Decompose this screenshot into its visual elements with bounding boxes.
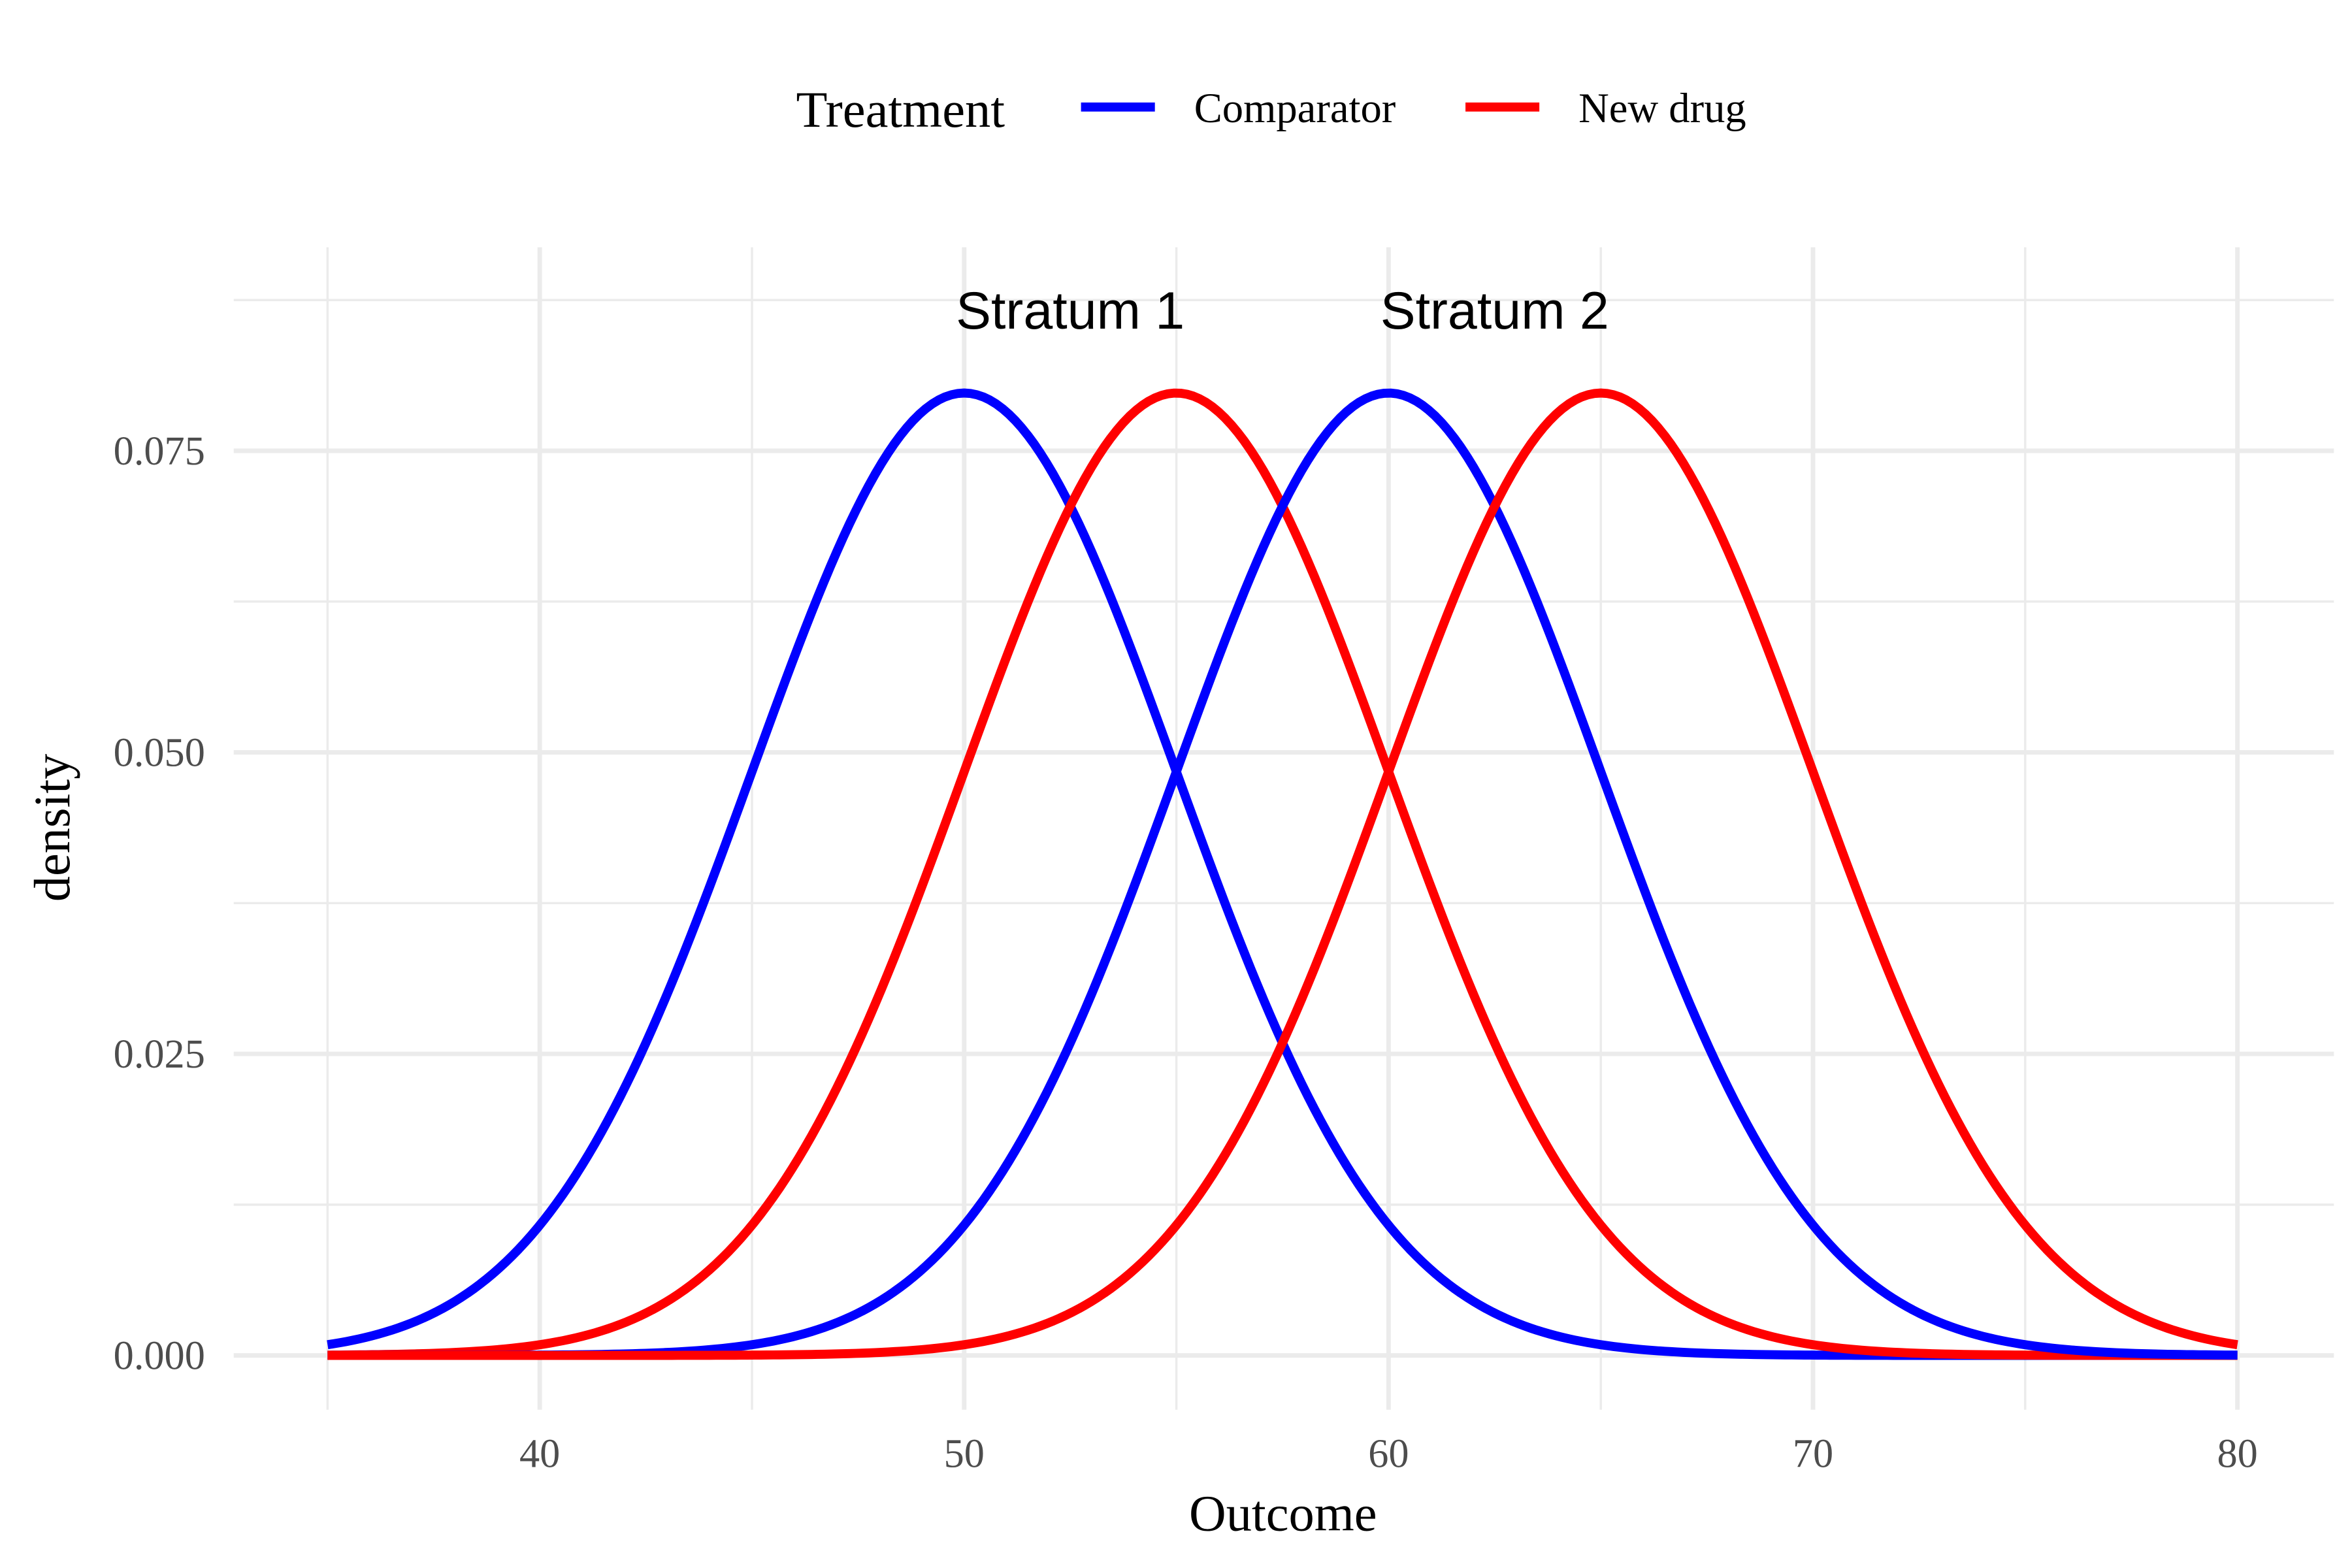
x-axis-label: Outcome — [1189, 1484, 1377, 1541]
legend-title: Treatment — [796, 81, 1005, 138]
density-curve-new-drug — [327, 388, 2238, 1360]
x-tick-label: 70 — [1793, 1431, 1833, 1476]
density-curve-comparator — [327, 388, 2238, 1360]
y-axis-label: density — [24, 754, 80, 902]
annotations: Stratum 1 Stratum 2 — [956, 282, 1609, 340]
stratum-label: Stratum 1 — [956, 282, 1184, 340]
y-tick-label: 0.000 — [114, 1333, 205, 1378]
y-tick-label: 0.050 — [114, 730, 205, 775]
x-tick-label: 60 — [1368, 1431, 1409, 1476]
ticks: 40 50 60 70 80 0.000 0.025 0.050 0.075 — [114, 429, 2258, 1477]
x-tick-label: 50 — [944, 1431, 985, 1476]
density-curve-new-drug — [327, 388, 2238, 1360]
x-tick-label: 40 — [519, 1431, 560, 1476]
legend-label-comparator: Comparator — [1194, 84, 1396, 131]
x-tick-label: 80 — [2217, 1431, 2257, 1476]
y-tick-label: 0.075 — [114, 429, 205, 474]
legend-label-new-drug: New drug — [1578, 84, 1746, 131]
legend: Treatment Comparator New drug — [796, 81, 1746, 138]
grid — [233, 247, 2334, 1410]
stratum-label: Stratum 2 — [1380, 282, 1609, 340]
curves — [327, 388, 2238, 1360]
density-curve-comparator — [327, 388, 2238, 1360]
y-tick-label: 0.025 — [114, 1032, 205, 1077]
